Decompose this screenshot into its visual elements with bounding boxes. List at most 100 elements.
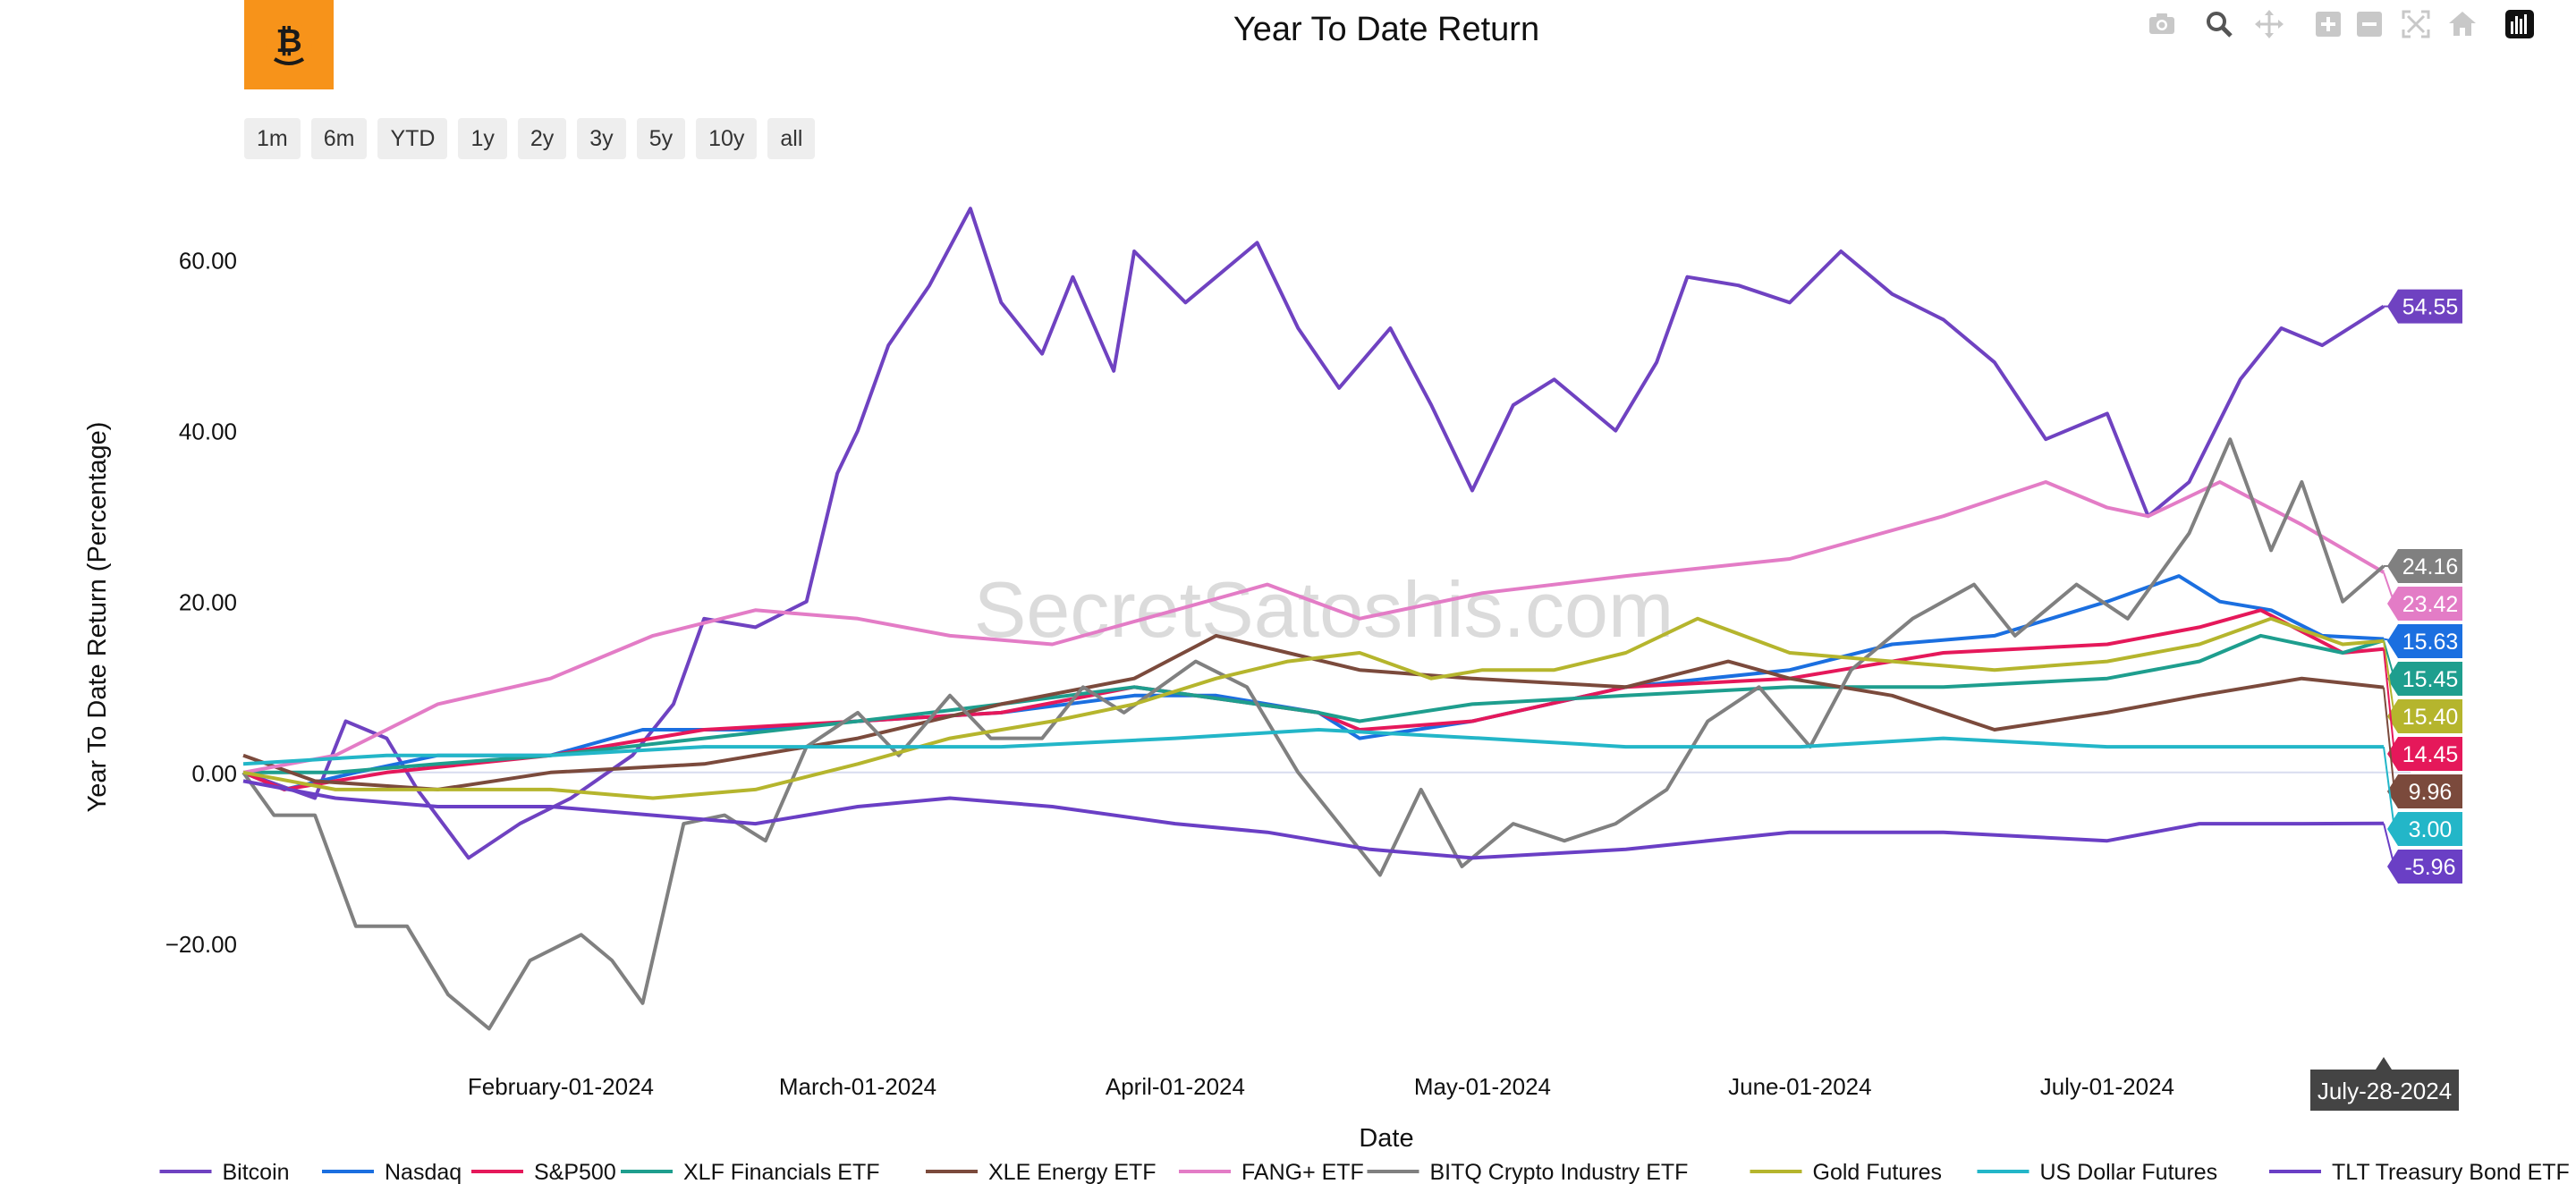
range-button-1m[interactable]: 1m bbox=[244, 118, 301, 159]
series-line-5[interactable] bbox=[242, 480, 2385, 774]
end-value-label: 15.40 bbox=[2387, 698, 2462, 733]
legend-label: Bitcoin bbox=[223, 1160, 290, 1184]
legend-item-8[interactable]: US Dollar Futures bbox=[1977, 1160, 2218, 1184]
end-label-box bbox=[2387, 661, 2462, 696]
legend-label: BITQ Crypto Industry ETF bbox=[1430, 1160, 1689, 1184]
end-label-connector bbox=[2383, 648, 2395, 755]
legend-item-2[interactable]: S&P500 bbox=[471, 1160, 616, 1184]
range-selector: 1m 6m YTD 1y 2y 3y 5y 10y all bbox=[244, 118, 816, 159]
range-button-3y[interactable]: 3y bbox=[577, 118, 626, 159]
x-tick-label: June-01-2024 bbox=[1728, 1073, 1871, 1100]
end-label-connector bbox=[2383, 640, 2395, 717]
end-label-box bbox=[2387, 623, 2462, 658]
legend-item-6[interactable]: BITQ Crypto Industry ETF bbox=[1367, 1160, 1689, 1184]
end-label-box bbox=[2387, 774, 2462, 808]
end-value-label: 23.42 bbox=[2387, 586, 2462, 621]
legend-label: FANG+ ETF bbox=[1241, 1160, 1364, 1184]
end-label-connector bbox=[2383, 747, 2395, 830]
bitcoin-logo: ₿ bbox=[244, 0, 334, 89]
bitcoin-face-icon: ₿ bbox=[266, 21, 312, 68]
zoom-out-icon[interactable] bbox=[2354, 9, 2385, 39]
legend-label: S&P500 bbox=[534, 1160, 616, 1184]
end-label-text: 54.55 bbox=[2402, 295, 2459, 320]
zoom-in-icon[interactable] bbox=[2313, 9, 2343, 39]
legend-item-5[interactable]: FANG+ ETF bbox=[1179, 1160, 1364, 1184]
legend-label: US Dollar Futures bbox=[2040, 1160, 2218, 1184]
legend-item-7[interactable]: Gold Futures bbox=[1750, 1160, 1943, 1184]
legend-item-9[interactable]: TLT Treasury Bond ETF bbox=[2269, 1160, 2570, 1184]
pan-icon[interactable] bbox=[2254, 9, 2284, 39]
end-value-label: -5.96 bbox=[2387, 849, 2462, 884]
reset-axes-icon[interactable] bbox=[2447, 9, 2478, 39]
y-tick-label: 20.00 bbox=[179, 589, 237, 616]
end-label-box bbox=[2387, 289, 2462, 324]
series-line-7[interactable] bbox=[242, 616, 2385, 800]
modebar bbox=[2147, 4, 2567, 43]
range-button-5y[interactable]: 5y bbox=[636, 118, 686, 159]
end-value-label: 15.45 bbox=[2387, 661, 2462, 696]
end-label-box bbox=[2387, 849, 2462, 884]
svg-text:₿: ₿ bbox=[275, 22, 301, 59]
end-label-text: 3.00 bbox=[2409, 817, 2453, 842]
hover-date-text: July-28-2024 bbox=[2318, 1078, 2452, 1104]
end-label-box bbox=[2387, 736, 2462, 771]
legend-label: Gold Futures bbox=[1813, 1160, 1943, 1184]
legend-item-0[interactable]: Bitcoin bbox=[159, 1160, 290, 1184]
plotly-logo-icon[interactable] bbox=[2504, 9, 2535, 39]
end-label-text: 23.42 bbox=[2402, 592, 2459, 617]
y-tick-label: 40.00 bbox=[179, 419, 237, 445]
range-button-6m[interactable]: 6m bbox=[310, 118, 368, 159]
legend-item-1[interactable]: Nasdaq bbox=[322, 1160, 462, 1184]
x-tick-label: March-01-2024 bbox=[779, 1073, 936, 1100]
y-tick-label: 60.00 bbox=[179, 248, 237, 275]
end-label-box bbox=[2387, 811, 2462, 846]
range-button-1y[interactable]: 1y bbox=[458, 118, 507, 159]
range-button-all[interactable]: all bbox=[767, 118, 816, 159]
legend-label: TLT Treasury Bond ETF bbox=[2332, 1160, 2570, 1184]
end-label-text: 15.40 bbox=[2402, 705, 2459, 730]
zoom-icon[interactable] bbox=[2204, 9, 2234, 39]
autoscale-icon[interactable] bbox=[2401, 9, 2431, 39]
camera-icon[interactable] bbox=[2147, 9, 2177, 39]
end-value-label: 14.45 bbox=[2387, 736, 2462, 771]
x-tick-label: April-01-2024 bbox=[1106, 1073, 1245, 1100]
hover-tooltip-box bbox=[2310, 1057, 2459, 1111]
end-value-label: 24.16 bbox=[2387, 548, 2462, 583]
x-axis-title: Date bbox=[1359, 1124, 1413, 1153]
series-line-4[interactable] bbox=[242, 633, 2385, 791]
legend-label: XLE Energy ETF bbox=[988, 1160, 1157, 1184]
legend-label: Nasdaq bbox=[385, 1160, 462, 1184]
range-button-ytd[interactable]: YTD bbox=[377, 118, 448, 159]
end-value-label: 9.96 bbox=[2387, 774, 2462, 808]
x-tick-label: February-01-2024 bbox=[468, 1073, 654, 1100]
series-line-6[interactable] bbox=[242, 437, 2385, 1031]
end-label-text: -5.96 bbox=[2405, 855, 2456, 880]
end-label-text: 9.96 bbox=[2409, 780, 2453, 805]
end-value-label: 3.00 bbox=[2387, 811, 2462, 846]
watermark: SecretSatoshis.com bbox=[974, 565, 1674, 654]
range-button-10y[interactable]: 10y bbox=[696, 118, 758, 159]
end-value-label: 54.55 bbox=[2387, 289, 2462, 324]
series-line-8[interactable] bbox=[242, 728, 2384, 766]
end-label-box bbox=[2387, 548, 2462, 583]
series-line-9[interactable] bbox=[242, 779, 2385, 860]
x-tick-label: July-01-2024 bbox=[2040, 1073, 2174, 1100]
range-button-2y[interactable]: 2y bbox=[517, 118, 567, 159]
end-label-text: 15.45 bbox=[2402, 667, 2459, 692]
chart-title: Year To Date Return bbox=[1233, 11, 1540, 48]
y-axis-title: Year To Date Return (Percentage) bbox=[83, 422, 112, 813]
legend: Bitcoin Nasdaq S&P500 XLF Financials ETF XLE… bbox=[159, 1160, 2570, 1184]
legend-label: XLF Financials ETF bbox=[683, 1160, 880, 1184]
y-tick-label: 0.00 bbox=[191, 760, 237, 787]
legend-item-3[interactable]: XLF Financials ETF bbox=[621, 1160, 880, 1184]
end-value-label: 15.63 bbox=[2387, 623, 2462, 658]
x-tick-label: May-01-2024 bbox=[1414, 1073, 1551, 1100]
end-label-text: 15.63 bbox=[2402, 630, 2459, 655]
end-label-box bbox=[2387, 698, 2462, 733]
legend-item-4[interactable]: XLE Energy ETF bbox=[926, 1160, 1157, 1184]
hover-date-tooltip: July-28-2024 bbox=[2310, 1057, 2459, 1111]
end-label-connector bbox=[2383, 687, 2395, 792]
series-line-0[interactable] bbox=[242, 207, 2385, 860]
end-label-box bbox=[2387, 586, 2462, 621]
